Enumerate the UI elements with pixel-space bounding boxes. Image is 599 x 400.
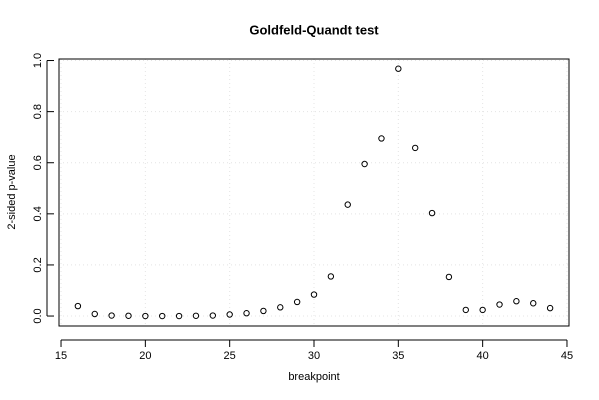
point (175, 312, 183, 320)
point (395, 65, 402, 72)
point (530, 300, 537, 307)
point (142, 312, 149, 320)
point (293, 298, 301, 306)
point (74, 302, 82, 310)
point (513, 298, 520, 305)
y-tick-label: 1.0 (32, 53, 44, 68)
point (479, 306, 486, 314)
x-tick-label: 30 (308, 350, 320, 362)
point (411, 144, 419, 152)
chart-title: Goldfeld-Quandt test (249, 22, 379, 37)
point (226, 311, 233, 318)
point (378, 135, 385, 142)
point (361, 160, 368, 168)
x-axis-label: breakpoint (288, 371, 339, 383)
point (496, 301, 503, 308)
point (209, 312, 217, 319)
point (243, 310, 250, 317)
point (327, 273, 335, 280)
point (277, 304, 284, 311)
point (159, 312, 166, 320)
x-tick-label: 35 (392, 350, 404, 362)
point (462, 306, 469, 314)
point (445, 273, 453, 281)
point (108, 312, 115, 319)
x-tick-label: 20 (139, 350, 151, 362)
y-axis-label: 2-sided p-value (6, 154, 18, 229)
y-tick-label: 0.6 (32, 155, 44, 170)
x-tick-label: 25 (224, 350, 236, 362)
x-tick-label: 45 (561, 350, 573, 362)
y-tick-label: 0.0 (32, 308, 44, 323)
point (260, 307, 267, 315)
point (91, 310, 98, 318)
point (310, 291, 318, 298)
point (546, 304, 554, 312)
point (428, 209, 436, 217)
y-tick-label: 0.4 (32, 206, 44, 221)
point (344, 201, 351, 208)
point (125, 312, 132, 319)
x-tick-label: 15 (55, 350, 67, 362)
y-tick-label: 0.8 (32, 104, 44, 119)
y-tick-label: 0.2 (32, 257, 44, 272)
x-tick-label: 40 (477, 350, 489, 362)
point (192, 312, 200, 319)
plot-frame (58, 58, 570, 327)
